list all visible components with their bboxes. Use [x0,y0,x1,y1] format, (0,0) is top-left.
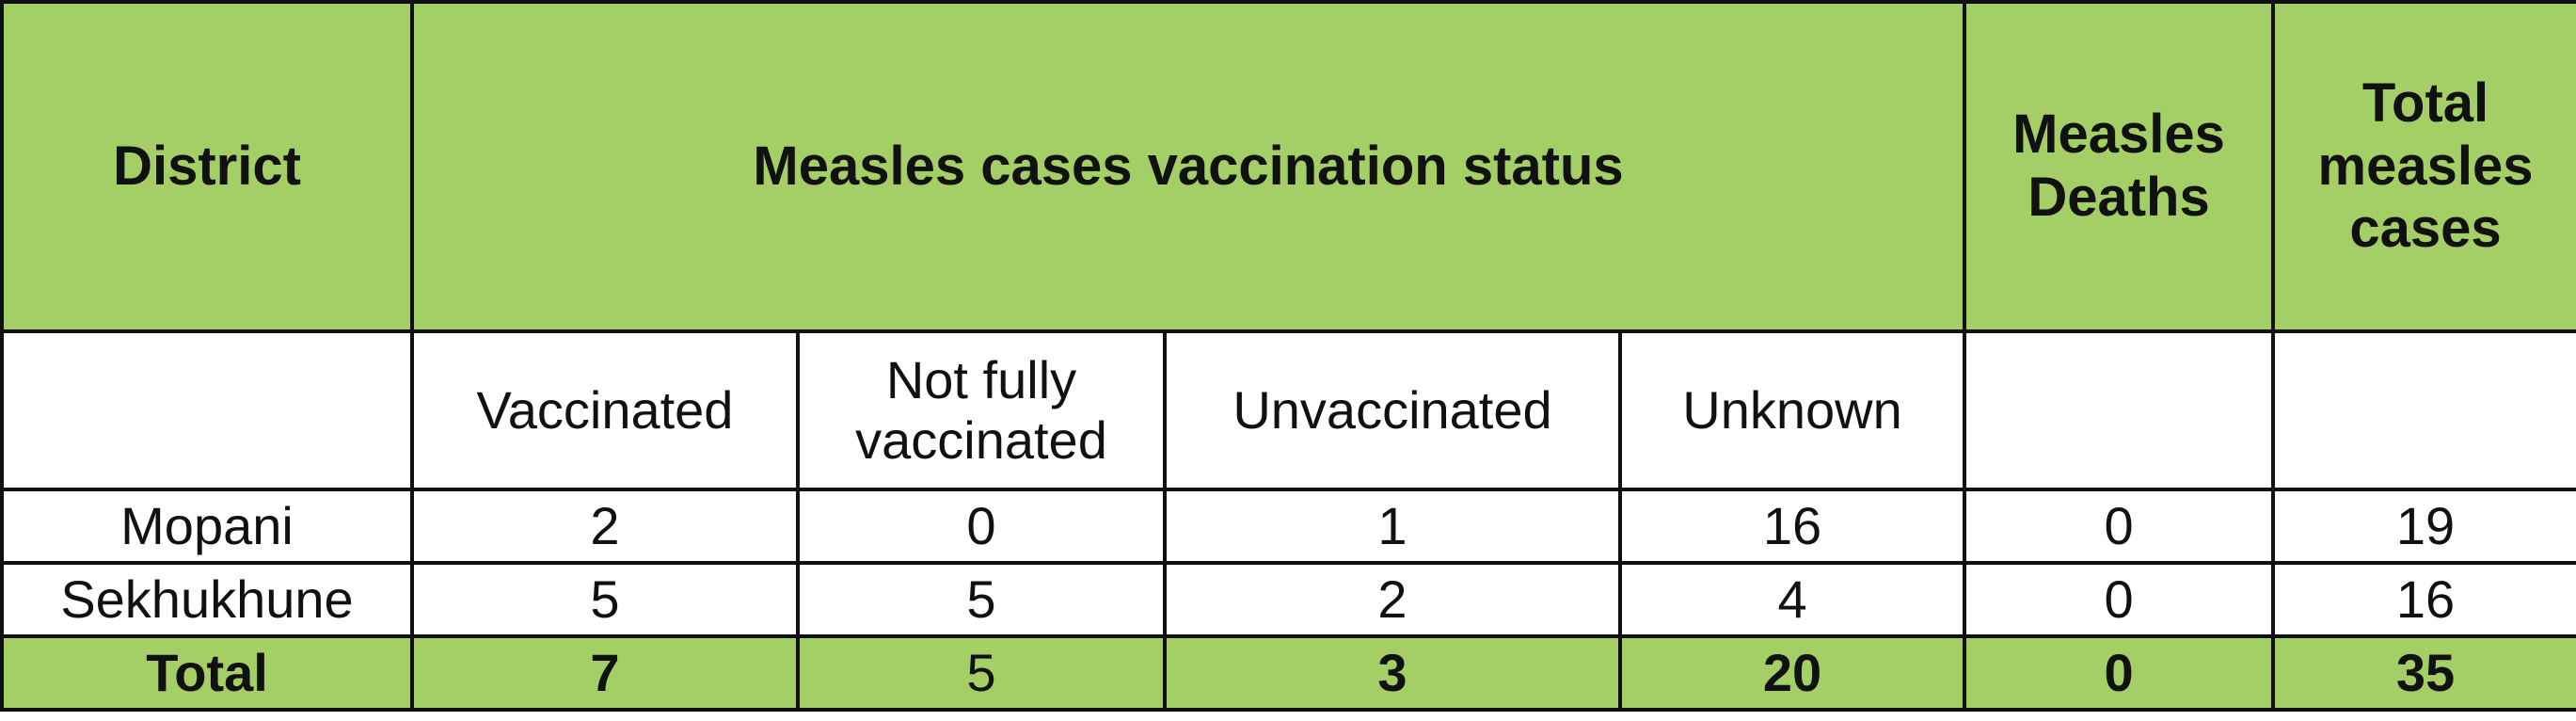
row-unvaccinated: 2 [1163,561,1622,638]
row-vaccinated: 2 [410,488,800,565]
subheader-blank-district [0,329,414,491]
row-unknown: 4 [1617,561,1967,638]
subheader-not-fully-line1: Not fully [885,349,1077,409]
header-total-line1: Total [2361,72,2489,134]
total-label: Total [0,634,414,712]
row-district: Mopani [0,488,414,565]
row-deaths: 0 [1963,561,2276,638]
row-unknown: 16 [1617,488,1967,565]
row-unvaccinated: 1 [1163,488,1622,565]
header-total-line3: cases [2349,198,2502,260]
row-district: Sekhukhune [0,561,414,638]
header-row: District Measles cases vaccination statu… [0,0,2576,333]
subheader-blank-total [2271,329,2576,491]
row-total: 19 [2271,488,2576,565]
row-not-fully-vaccinated: 0 [796,488,1167,565]
total-deaths: 0 [1963,634,2276,712]
subheader-vaccinated: Vaccinated [410,329,800,491]
total-not-fully-vaccinated: 5 [796,634,1167,712]
header-measles-deaths: Measles Deaths [1963,0,2276,333]
subheader-not-fully-line2: vaccinated [855,410,1107,470]
header-total-measles-cases: Total measles cases [2271,0,2576,333]
row-vaccinated: 5 [410,561,800,638]
row-not-fully-vaccinated: 5 [796,561,1167,638]
subheader-row: Vaccinated Not fully vaccinated Unvaccin… [0,329,2576,491]
header-vaccination-status: Measles cases vaccination status [409,0,1967,333]
total-unvaccinated: 3 [1163,634,1622,712]
total-row: Total 7 5 3 20 0 35 [0,634,2576,712]
row-total: 16 [2271,561,2576,638]
total-vaccinated: 7 [410,634,800,712]
header-total-line2: measles [2317,135,2534,197]
subheader-unknown: Unknown [1617,329,1967,491]
row-deaths: 0 [1963,488,2276,565]
table-row: Sekhukhune 5 5 2 4 0 16 [0,561,2576,638]
header-deaths-line2: Deaths [2027,167,2210,228]
header-deaths-line1: Measles [2012,104,2225,166]
subheader-not-fully-vaccinated: Not fully vaccinated [796,329,1167,491]
subheader-blank-deaths [1963,329,2276,491]
subheader-unvaccinated: Unvaccinated [1163,329,1622,491]
header-district: District [0,0,414,333]
table-row: Mopani 2 0 1 16 0 19 [0,488,2576,565]
total-unknown: 20 [1617,634,1967,712]
total-total: 35 [2271,634,2576,712]
